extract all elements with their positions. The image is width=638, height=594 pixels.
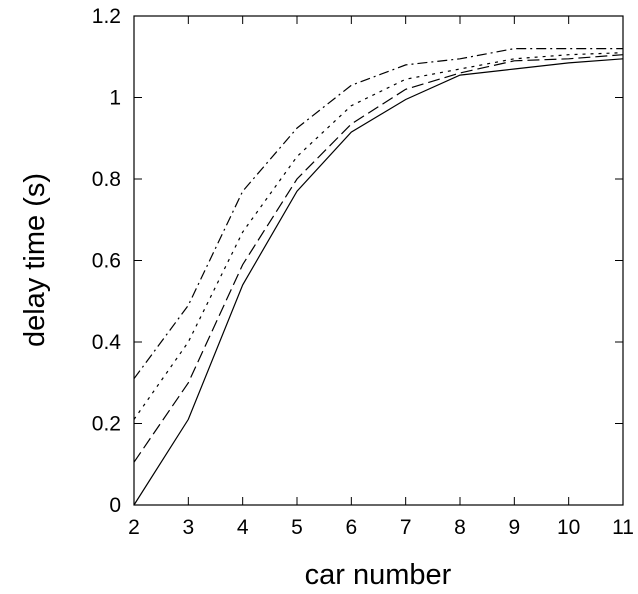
x-tick-label: 8: [454, 516, 466, 539]
y-tick-label: 1: [109, 87, 121, 110]
series-layer: [133, 47, 624, 506]
x-tick-label: 11: [612, 516, 634, 539]
y-axis-title: delay time (s): [19, 173, 51, 347]
series-line-dotted: [133, 52, 624, 420]
y-tick-label: 0.8: [92, 168, 121, 191]
series-line-dashed: [133, 54, 624, 463]
x-tick-label: 4: [237, 516, 249, 539]
x-tick-label: 10: [557, 516, 580, 539]
x-tick-label: 2: [128, 516, 140, 539]
series-line-dash-dot: [133, 47, 623, 380]
x-axis-title: car number: [305, 559, 452, 591]
x-tick-label: 5: [291, 516, 303, 539]
y-tick-label: 0.2: [92, 413, 121, 436]
x-tick-label: 6: [345, 516, 357, 539]
y-tick-label: 0.6: [92, 250, 121, 273]
y-tick-label: 0.4: [92, 331, 122, 354]
plot-area: [133, 15, 624, 506]
x-axis-ticks: 2 3 4 5 6 7 8 9 10 11: [128, 16, 634, 539]
x-tick-label: 9: [508, 516, 520, 539]
y-axis-ticks: 0 0.2 0.4 0.6 0.8 1 1.2: [92, 5, 623, 517]
x-tick-label: 3: [182, 516, 194, 539]
y-tick-label: 0: [109, 494, 121, 517]
x-tick-label: 7: [400, 516, 412, 539]
y-tick-label: 1.2: [92, 5, 121, 28]
series-line-solid: [133, 58, 624, 506]
